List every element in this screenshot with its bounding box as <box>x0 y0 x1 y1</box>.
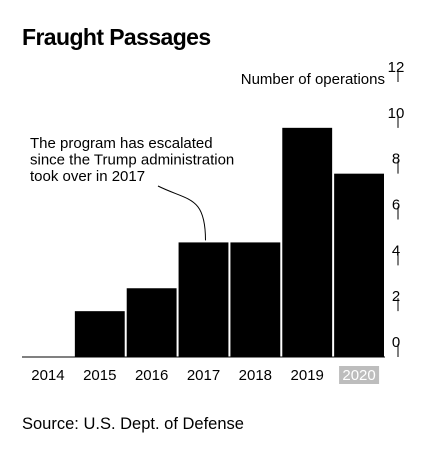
bar-2016 <box>126 288 177 357</box>
annotation-line: The program has escalated <box>30 135 213 152</box>
x-tick-label: 2018 <box>239 367 272 384</box>
y-tick-label: 10 <box>388 105 405 122</box>
bar-2015 <box>74 311 125 357</box>
y-tick-label: 2 <box>392 288 400 305</box>
partial-year-highlight <box>339 366 380 384</box>
x-tick-label: 2020 <box>342 367 375 384</box>
bar-2019 <box>282 127 333 357</box>
y-axis-label: Number of operations <box>241 71 385 88</box>
x-tick-label: 2015 <box>83 367 116 384</box>
x-tick-label: 2019 <box>291 367 324 384</box>
y-tick-label: 12 <box>388 59 405 76</box>
y-tick-label: 6 <box>392 197 400 214</box>
x-tick-label: 2016 <box>135 367 168 384</box>
annotation-line: took over in 2017 <box>30 168 145 185</box>
chart-title: Fraught Passages <box>22 24 211 50</box>
annotation-line: since the Trump administration <box>30 152 234 169</box>
y-tick-label: 8 <box>392 151 400 168</box>
x-tick-label: 2017 <box>187 367 220 384</box>
bar-2017 <box>178 242 229 357</box>
bar-2018 <box>230 242 281 357</box>
bar-2020 <box>334 173 384 357</box>
x-tick-label: 2014 <box>31 367 64 384</box>
y-tick-label: 0 <box>392 334 400 351</box>
source-note: Source: U.S. Dept. of Defense <box>22 415 244 433</box>
annotation-leader-line <box>157 185 206 241</box>
y-tick-label: 4 <box>392 242 400 259</box>
